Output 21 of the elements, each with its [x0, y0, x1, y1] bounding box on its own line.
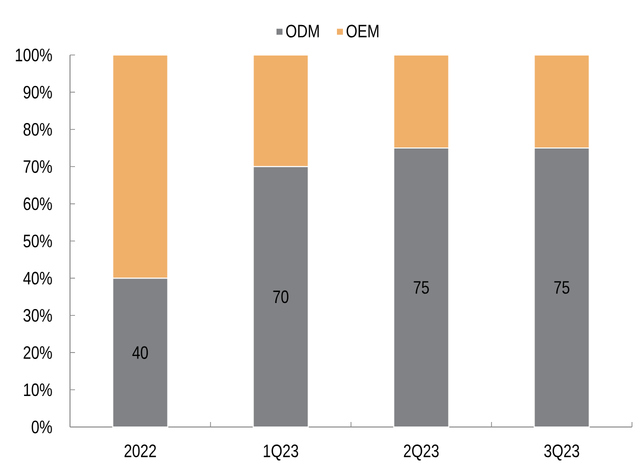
y-tick-label: 40% [23, 272, 52, 285]
x-tick-label: 3Q23 [544, 444, 580, 460]
y-tick-label: 100% [16, 48, 52, 62]
x-tick-label: 2Q23 [404, 444, 439, 460]
y-tick-label: 70% [24, 160, 52, 173]
y-tick-label: 80% [24, 123, 52, 136]
data-label: 70 [273, 290, 288, 304]
y-tick-label: 50% [24, 234, 52, 248]
legend-label: OEM [346, 24, 378, 38]
data-label: 75 [554, 281, 570, 294]
data-label: 40 [132, 346, 148, 359]
y-tick-label: 0% [32, 420, 52, 434]
y-tick-label: 90% [24, 86, 52, 99]
y-tick-label: 30% [24, 309, 52, 322]
y-tick-label: 60% [24, 197, 52, 210]
legend-label: ODM [286, 24, 319, 38]
y-tick-label: 10% [24, 383, 52, 396]
x-tick-label: 2022 [124, 444, 156, 458]
y-tick-label: 20% [24, 346, 52, 359]
x-tick-label: 1Q23 [264, 444, 298, 460]
data-label: 75 [414, 281, 429, 294]
